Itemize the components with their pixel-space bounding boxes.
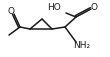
Text: O: O [7, 6, 15, 15]
Text: HO: HO [47, 3, 61, 12]
Text: NH₂: NH₂ [73, 41, 91, 50]
Text: O: O [91, 2, 97, 11]
